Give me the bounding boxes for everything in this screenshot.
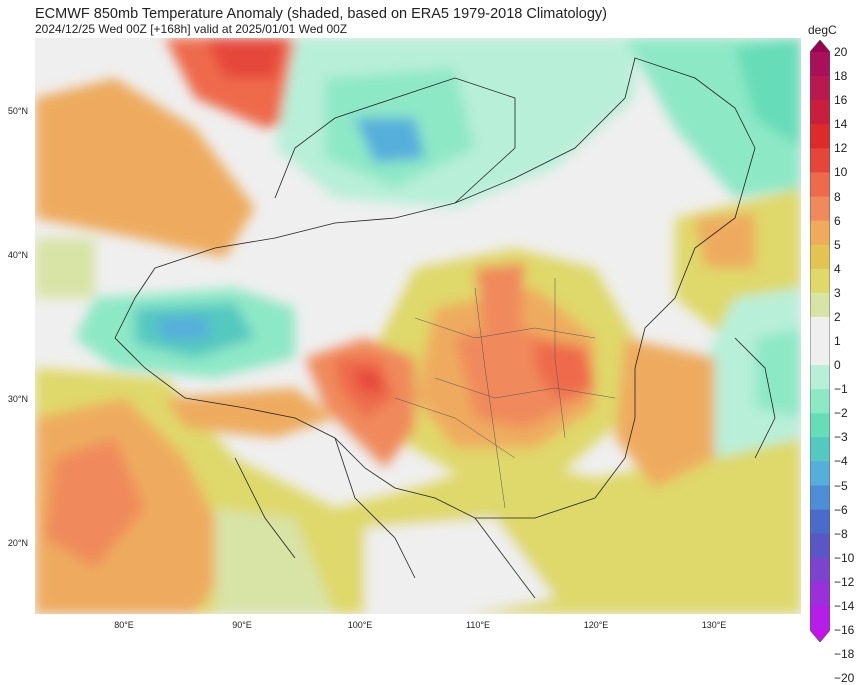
- colorbar-tick-label: 16: [834, 93, 848, 108]
- province-borders: [394, 278, 616, 509]
- colorbar-tick-label: 1: [834, 334, 841, 348]
- colorbar-cell: [810, 244, 830, 270]
- colorbar-tick-label: 0: [834, 358, 841, 373]
- anomaly-map[interactable]: [35, 38, 801, 614]
- colorbar-cell: [810, 413, 830, 438]
- colorbar: [810, 40, 830, 642]
- lon-label-90: 90°E: [232, 620, 252, 630]
- colorbar-cell: [810, 268, 830, 294]
- colorbar-tick-label: 10: [834, 165, 848, 180]
- colorbar-tick-label: 20: [834, 45, 848, 59]
- colorbar-cell: [810, 341, 830, 366]
- lat-label-40: 40°N: [7, 250, 28, 260]
- colorbar-tick-label: −6: [834, 502, 848, 517]
- colorbar-tick-label: 3: [834, 285, 841, 300]
- colorbar-unit: degC: [808, 23, 837, 37]
- colorbar-tick-label: −8: [834, 526, 848, 541]
- map-canvas: [35, 38, 801, 614]
- colorbar-cell: [810, 100, 830, 125]
- colorbar-cell: [810, 605, 830, 631]
- colorbar-tick-label: −16: [834, 623, 855, 637]
- colorbar-tick-label: −1: [834, 382, 848, 397]
- colorbar-tick-label: 4: [834, 261, 841, 276]
- colorbar-tick-label: −18: [834, 647, 855, 662]
- colorbar-cell: [810, 316, 830, 342]
- colorbar-cell: [810, 557, 830, 583]
- colorbar-cell: [810, 365, 830, 390]
- colorbar-cell: [810, 292, 830, 318]
- colorbar-cell: [810, 124, 830, 149]
- colorbar-tick-label: −4: [834, 454, 848, 469]
- colorbar-tick-label: −3: [834, 430, 848, 445]
- chart-title: ECMWF 850mb Temperature Anomaly (shaded,…: [35, 6, 607, 22]
- colorbar-tick-label: 5: [834, 237, 841, 252]
- lon-label-100: 100°E: [347, 620, 373, 630]
- anomaly-shading: [35, 38, 801, 614]
- colorbar-cell: [810, 437, 830, 462]
- lon-label-80: 80°E: [114, 620, 134, 630]
- colorbar-cell: [810, 148, 830, 173]
- colorbar-cap-bottom: [810, 630, 830, 642]
- country-borders: [114, 57, 776, 599]
- colorbar-cell: [810, 461, 830, 486]
- colorbar-cell: [810, 220, 830, 246]
- colorbar-cell: [810, 76, 830, 101]
- colorbar-cell: [810, 196, 830, 222]
- lat-label-30: 30°N: [7, 394, 28, 404]
- colorbar-cell: [810, 509, 830, 535]
- lon-label-110: 110°E: [466, 620, 490, 630]
- lat-label-20: 20°N: [7, 538, 28, 548]
- colorbar-cap-top: [810, 40, 830, 52]
- lon-label-120: 120°E: [583, 620, 609, 630]
- colorbar-cell: [810, 581, 830, 607]
- colorbar-tick-label: 6: [834, 213, 841, 228]
- colorbar-cell: [810, 389, 830, 414]
- colorbar-tick-label: −20: [834, 671, 855, 685]
- colorbar-tick-label: −12: [834, 574, 855, 589]
- lat-label-50: 50°N: [7, 106, 28, 116]
- colorbar-cell: [810, 52, 830, 77]
- colorbar-cell: [810, 485, 830, 511]
- colorbar-tick-label: 2: [834, 309, 841, 324]
- lon-label-130: 130°E: [701, 620, 727, 630]
- colorbar-cell: [810, 172, 830, 197]
- colorbar-tick-label: 14: [834, 117, 848, 132]
- colorbar-tick-label: 12: [834, 141, 848, 156]
- colorbar-tick-label: 18: [834, 69, 848, 84]
- colorbar-cell: [810, 533, 830, 559]
- colorbar-tick-label: −2: [834, 406, 848, 421]
- colorbar-tick-label: 8: [834, 189, 841, 204]
- chart-subtitle: 2024/12/25 Wed 00Z [+168h] valid at 2025…: [35, 22, 348, 36]
- colorbar-tick-label: −10: [834, 550, 855, 565]
- colorbar-tick-label: −14: [834, 598, 855, 613]
- colorbar-tick-label: −5: [834, 478, 848, 493]
